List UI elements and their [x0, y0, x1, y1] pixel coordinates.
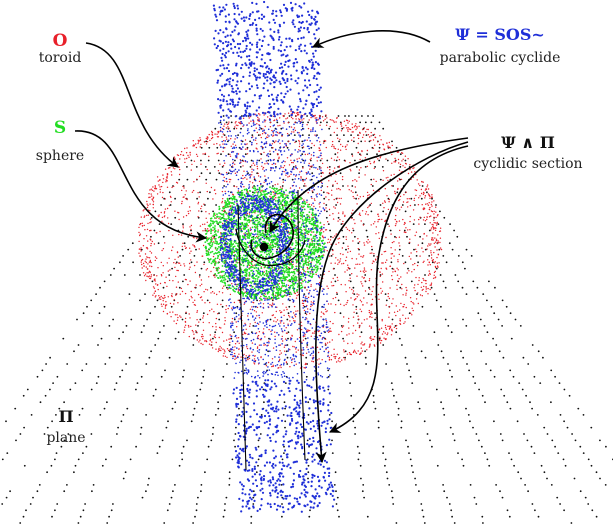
toroid-arrow [85, 42, 179, 168]
cyclide-label: parabolic cyclide [440, 50, 561, 66]
cyclidic-section-curve [235, 189, 306, 471]
callout-arrows [74, 30, 469, 464]
section-arrow-b [315, 141, 469, 464]
toroid-label: toroid [39, 50, 82, 66]
toroid-symbol: O [53, 31, 68, 51]
sphere-label: sphere [36, 148, 84, 164]
cyclide-point-cloud [212, 0, 336, 513]
plane-label: plane [46, 430, 85, 446]
sphere-arrow [74, 130, 208, 243]
center-dot [259, 242, 269, 252]
sphere-symbol: S [54, 118, 66, 138]
labels: O toroid S sphere Ψ = SOS~ parabolic cyc… [36, 25, 583, 446]
section-label: cyclidic section [473, 156, 582, 172]
cyclide-arrow [311, 30, 431, 48]
cyclide-symbol: Ψ = SOS~ [455, 25, 545, 44]
section-arrow-a [269, 137, 469, 233]
section-arrow-c [328, 145, 469, 433]
section-symbol: Ψ ∧ Π [501, 133, 555, 152]
plane-symbol: Π [58, 407, 73, 426]
